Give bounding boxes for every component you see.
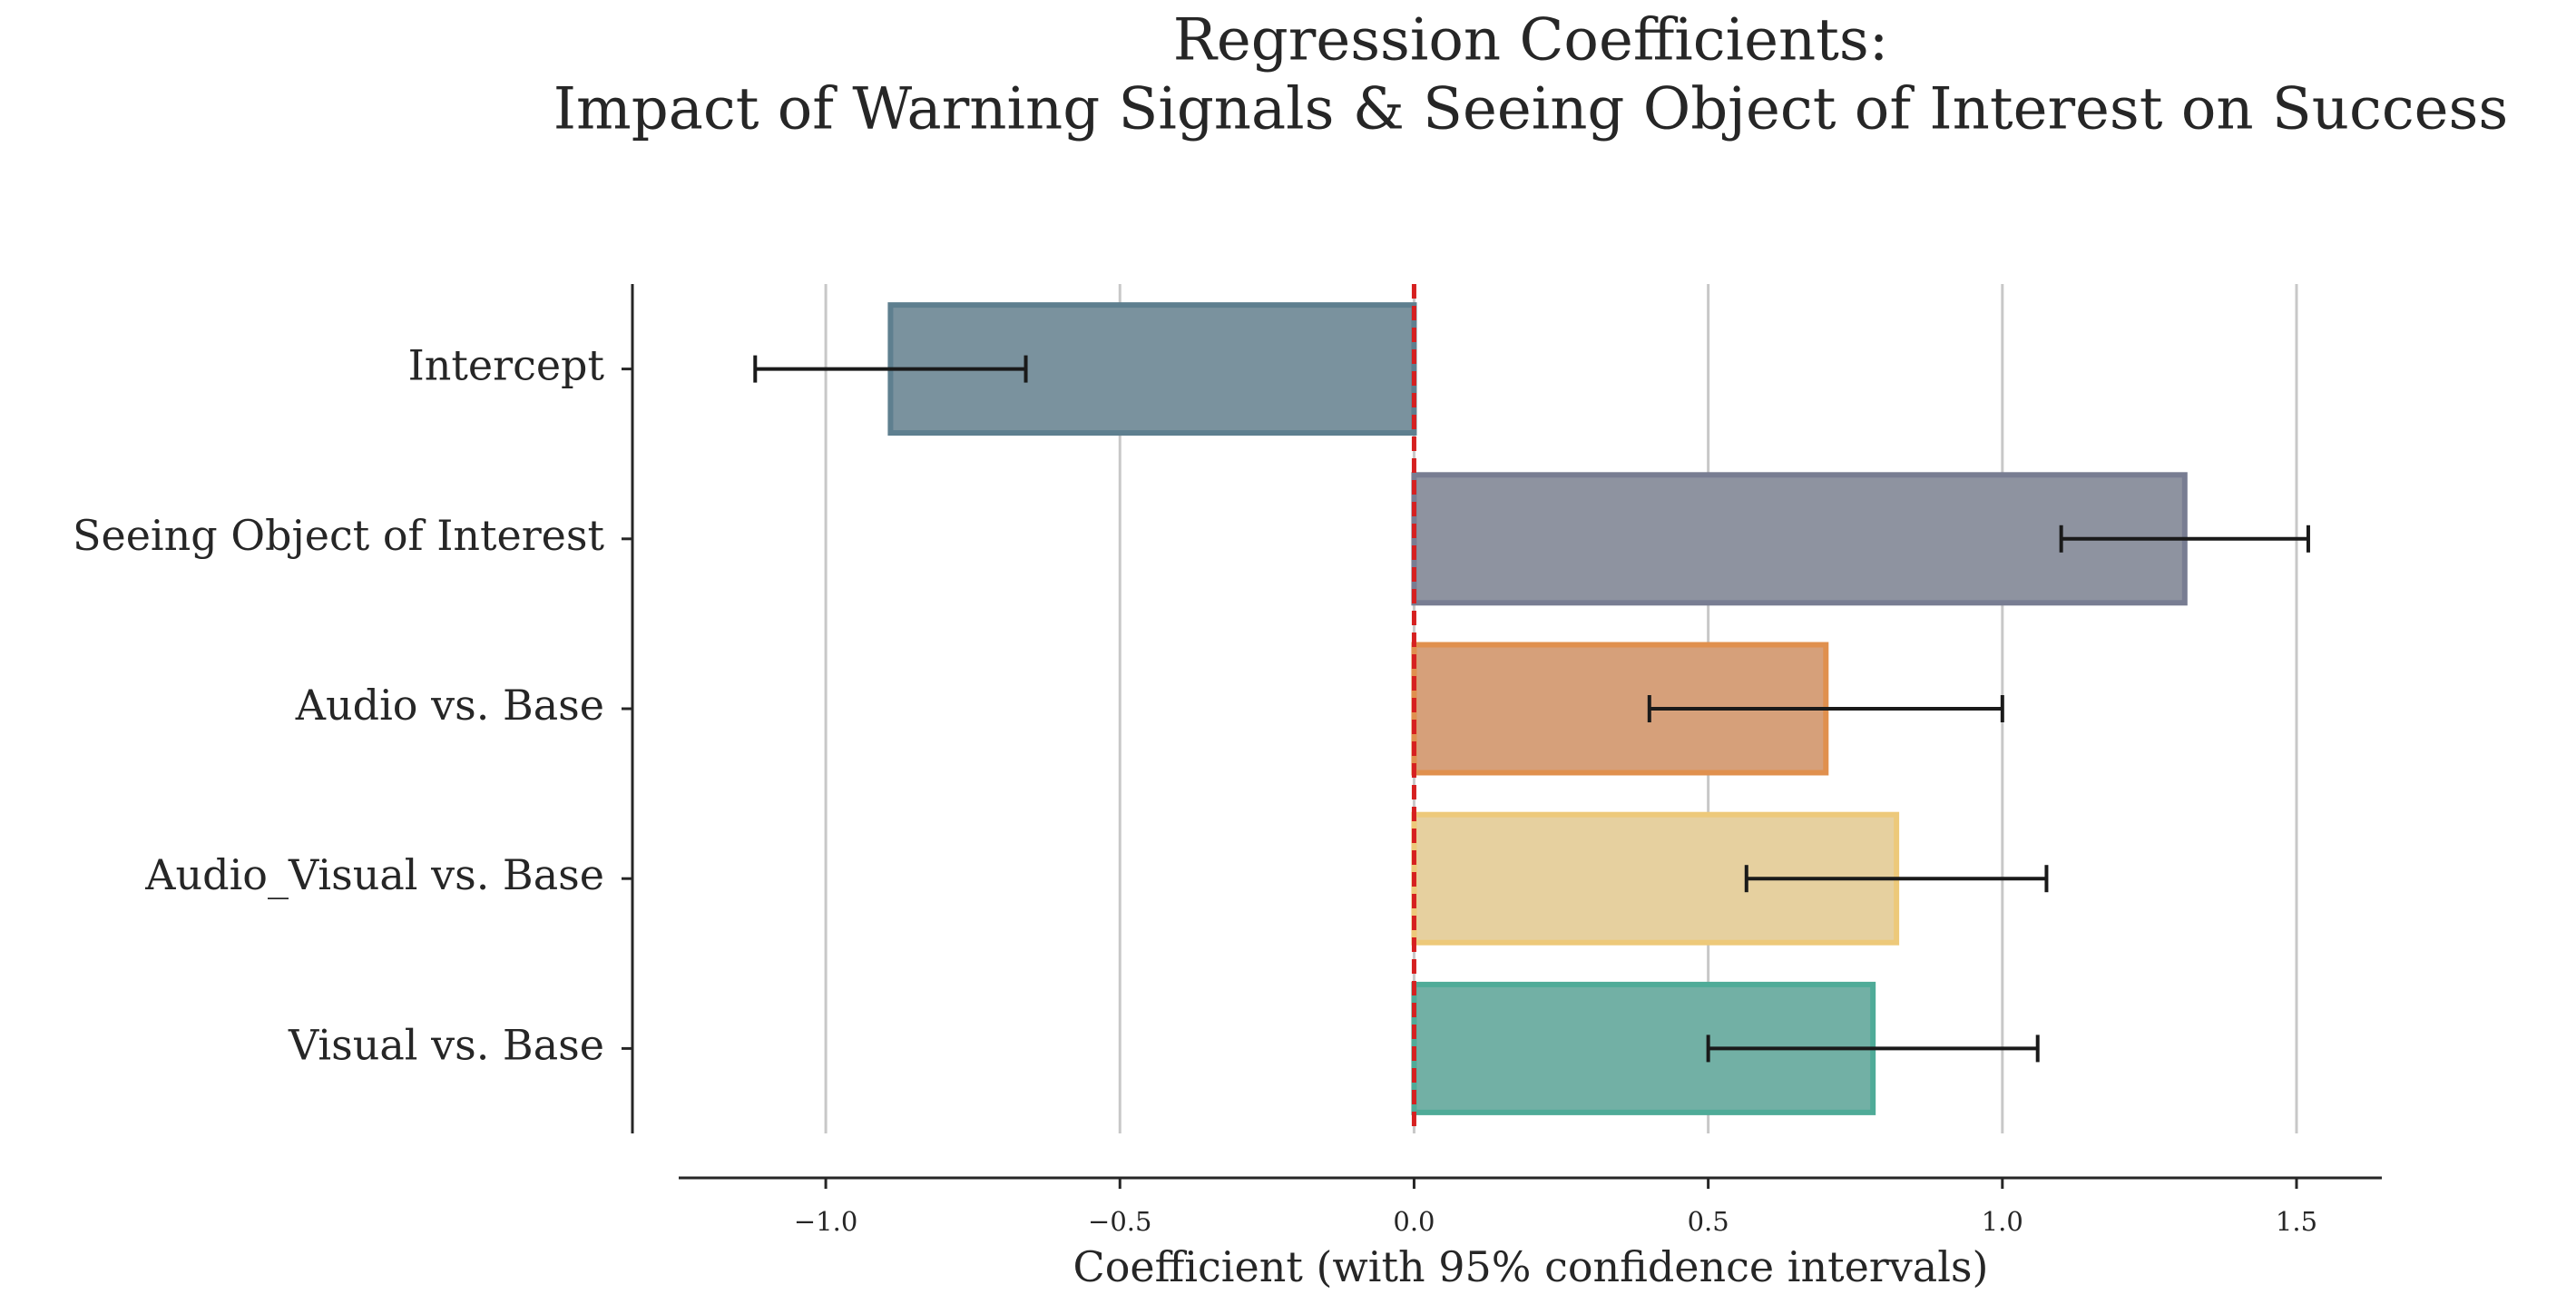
x-tick-label: −0.5 <box>1088 1206 1151 1237</box>
x-tick-label: 1.5 <box>2276 1206 2317 1237</box>
x-tick-label: −1.0 <box>794 1206 857 1237</box>
x-tick-label: 0.5 <box>1688 1206 1729 1237</box>
y-tick-label: Seeing Object of Interest <box>73 511 605 560</box>
bar <box>1411 472 2188 606</box>
y-tick-label: Audio vs. Base <box>295 681 604 730</box>
x-tick-label: 1.0 <box>1982 1206 2023 1237</box>
chart-title: Regression Coefficients: <box>1173 7 1889 74</box>
y-tick-label: Intercept <box>408 341 605 390</box>
y-tick-label: Visual vs. Base <box>288 1020 604 1069</box>
x-tick-label: 0.0 <box>1393 1206 1435 1237</box>
chart-title: Impact of Warning Signals & Seeing Objec… <box>553 76 2508 143</box>
x-axis-label: Coefficient (with 95% confidence interva… <box>1073 1242 1989 1291</box>
y-tick-label: Audio_Visual vs. Base <box>144 850 604 899</box>
